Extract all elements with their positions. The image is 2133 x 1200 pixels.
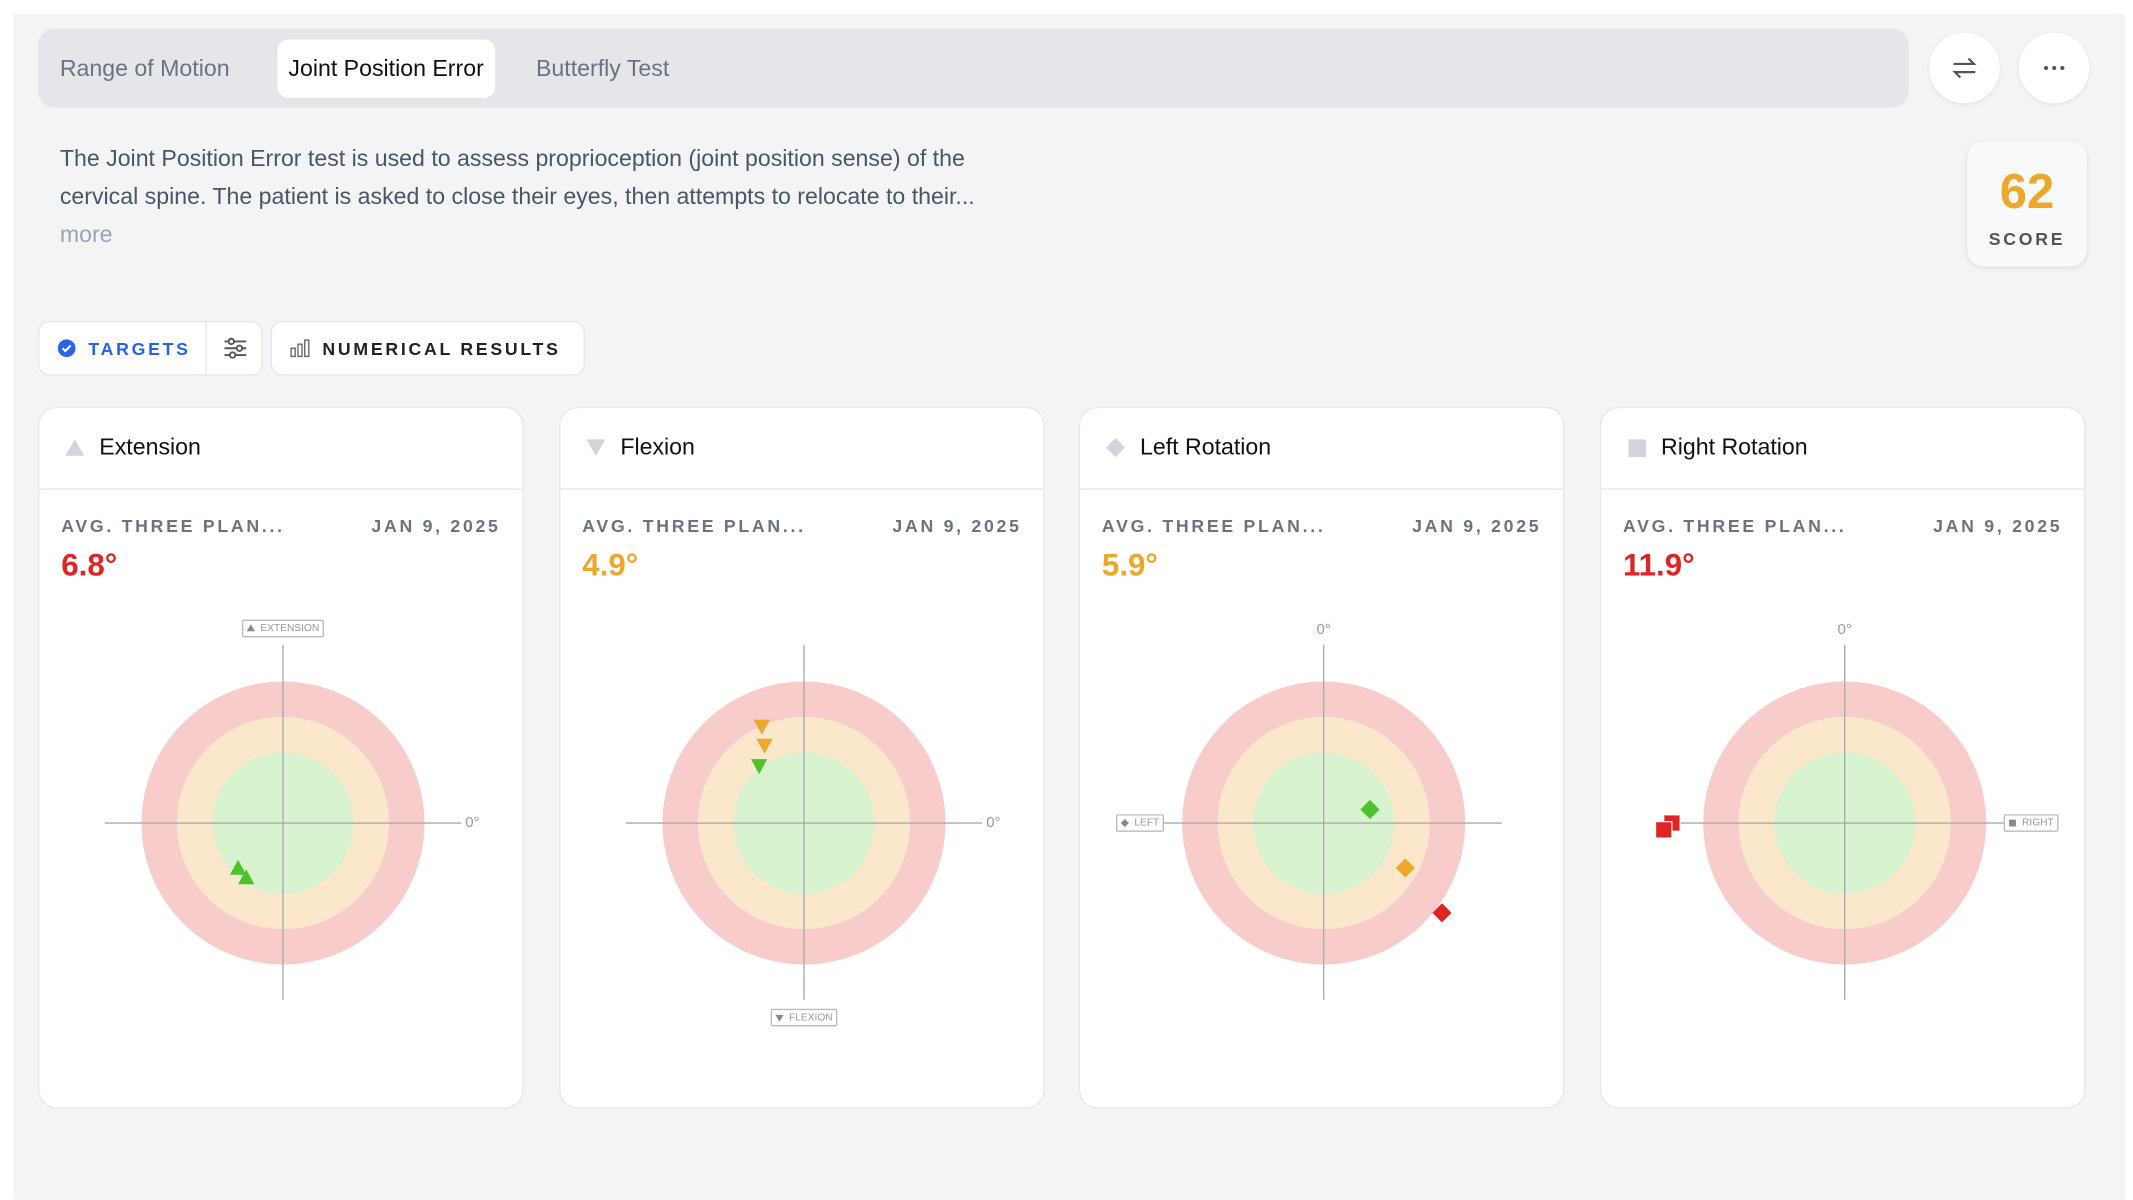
joint-card: Right Rotation AVG. THREE PLAN... JAN 9,… — [1599, 406, 2086, 1109]
axis-icon — [246, 624, 255, 632]
date: JAN 9, 2025 — [892, 515, 1022, 536]
card-header: Left Rotation — [1080, 408, 1564, 490]
numerical-results-button[interactable]: NUMERICAL RESULTS — [270, 321, 585, 376]
axis-label: 0° — [986, 814, 1000, 831]
description: The Joint Position Error test is used to… — [59, 145, 965, 172]
date: JAN 9, 2025 — [1412, 515, 1542, 536]
metric-value: 4.9° — [582, 546, 639, 583]
tab-bar: Range of Motion Joint Position Error But… — [38, 28, 1909, 108]
axis-label: EXTENSION — [260, 623, 319, 634]
targets-toggle[interactable]: TARGETS — [38, 321, 263, 376]
axis-icon — [2009, 819, 2016, 827]
check-icon — [57, 339, 76, 358]
axis-label-box — [1115, 814, 1165, 832]
joint-card: Left Rotation AVG. THREE PLAN... JAN 9, … — [1078, 406, 1565, 1109]
card-header: Right Rotation — [1601, 408, 2085, 490]
card-title: Right Rotation — [1661, 433, 1808, 460]
axis-icon — [775, 1014, 784, 1022]
score-card: 62 SCORE — [1967, 141, 2087, 267]
axis-label: LEFT — [1134, 818, 1159, 829]
card-title: Left Rotation — [1140, 433, 1272, 460]
score-label: SCORE — [1988, 228, 2066, 249]
metric-label: AVG. THREE PLAN... — [61, 515, 285, 536]
description: cervical spine. The patient is asked to … — [59, 183, 975, 210]
target-chart: 0° LEFT — [1106, 438, 1502, 1000]
joint-card: Extension AVG. THREE PLAN... JAN 9, 2025… — [38, 406, 524, 1109]
card-title: Flexion — [620, 433, 695, 460]
metric-label: AVG. THREE PLAN... — [1622, 515, 1847, 536]
axis-label: 0° — [465, 814, 479, 831]
markers — [1360, 799, 1452, 923]
axis-label-box — [241, 619, 324, 638]
markers — [229, 859, 255, 885]
metric-value: 6.8° — [61, 546, 118, 583]
swap-button[interactable] — [1929, 32, 2000, 104]
axis-label: RIGHT — [2022, 818, 2054, 829]
target-chart: EXTENSION 0° — [65, 439, 480, 1000]
metric-value: 5.9° — [1101, 546, 1158, 583]
axis-label-box — [2003, 814, 2059, 832]
markers — [750, 719, 773, 775]
axis-label: FLEXION — [789, 1012, 833, 1023]
axis-label-box — [770, 1008, 838, 1027]
more-button[interactable] — [2018, 32, 2090, 104]
tab[interactable]: Range of Motion — [59, 55, 230, 82]
targets-label: TARGETS — [88, 338, 191, 359]
card-header: Flexion — [560, 408, 1044, 490]
axis-label: 0° — [1838, 621, 1852, 638]
tab[interactable]: Butterfly Test — [535, 55, 670, 82]
joint-card: Flexion AVG. THREE PLAN... JAN 9, 2025 4… — [559, 406, 1045, 1109]
axis-label: 0° — [1317, 621, 1331, 638]
target-chart: 0° RIGHT — [1628, 439, 2059, 1000]
card-header: Extension — [39, 408, 523, 490]
tab-active[interactable]: Joint Position Error — [277, 39, 495, 98]
metric-label: AVG. THREE PLAN... — [1101, 515, 1326, 536]
card-title: Extension — [99, 433, 201, 460]
score-value: 62 — [1999, 163, 2055, 220]
metric-value: 11.9° — [1622, 546, 1695, 583]
markers — [1655, 814, 1681, 839]
date: JAN 9, 2025 — [371, 515, 501, 536]
date: JAN 9, 2025 — [1933, 515, 2063, 536]
numerical-results-label: NUMERICAL RESULTS — [322, 338, 561, 359]
filter-button[interactable] — [205, 322, 262, 375]
more-link[interactable]: more — [59, 221, 113, 248]
target-chart: FLEXION 0° — [586, 439, 1001, 1027]
metric-label: AVG. THREE PLAN... — [582, 515, 806, 536]
